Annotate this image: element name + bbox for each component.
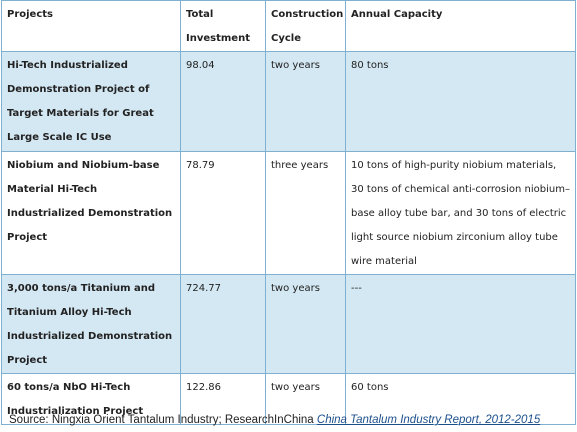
cell-capacity: 60 tons [345,373,576,425]
header-projects: Projects [1,0,181,52]
table-row: Hi-Tech Industrialized Demonstration Pro… [1,51,576,152]
cell-capacity: --- [345,274,576,374]
cell-project: 60 tons/a NbO Hi-Tech Industrialization … [1,373,181,425]
header-total-investment: Total Investment [180,0,266,52]
header-construction-cycle: Construction Cycle [265,0,346,52]
cell-investment: 78.79 [180,151,266,275]
cell-project: Niobium and Niobium-base Material Hi-Tec… [1,151,181,275]
cell-cycle: three years [265,151,346,275]
source-caption: Source: Ningxia Orient Tantalum Industry… [9,414,540,426]
table-row: 60 tons/a NbO Hi-Tech Industrialization … [1,373,576,425]
source-prefix: Source: Ningxia Orient Tantalum Industry… [9,414,317,426]
cell-investment: 724.77 [180,274,266,374]
cell-investment: 98.04 [180,51,266,152]
cell-project: Hi-Tech Industrialized Demonstration Pro… [1,51,181,152]
table-row: Niobium and Niobium-base Material Hi-Tec… [1,151,576,275]
cell-capacity: 10 tons of high-purity niobium materials… [345,151,576,275]
report-link[interactable]: China Tantalum Industry Report, 2012-201… [316,414,541,426]
cell-cycle: two years [265,51,346,152]
cell-project: 3,000 tons/a Titanium and Titanium Alloy… [1,274,181,374]
cell-cycle: two years [265,274,346,374]
table-header-row: Projects Total Investment Construction C… [1,0,576,52]
header-annual-capacity: Annual Capacity [345,0,576,52]
table-row: 3,000 tons/a Titanium and Titanium Alloy… [1,274,576,374]
cell-capacity: 80 tons [345,51,576,152]
